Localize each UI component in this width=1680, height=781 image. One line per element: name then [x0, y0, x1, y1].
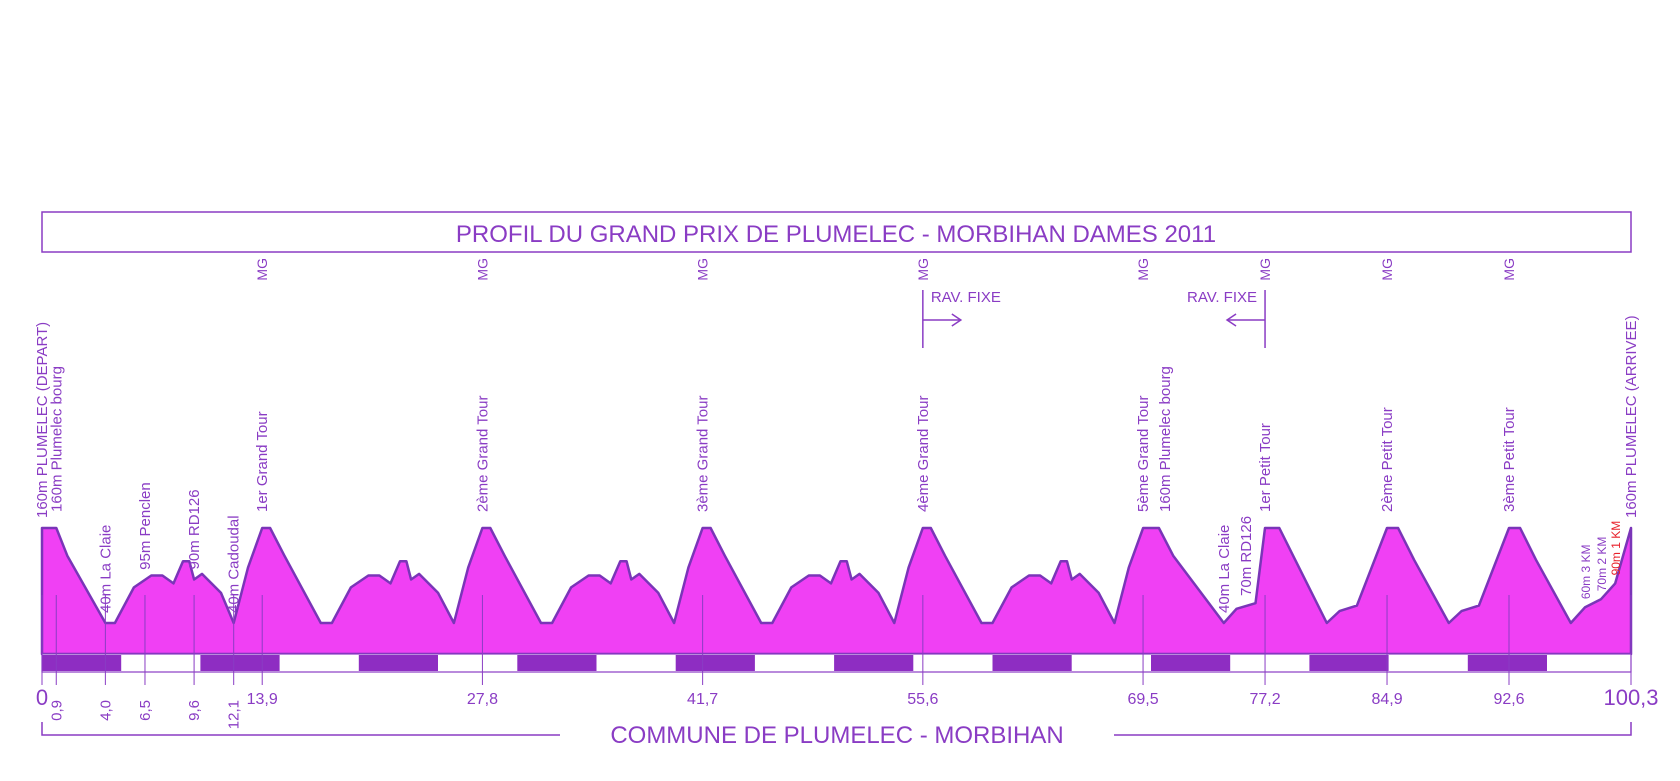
km-tick-label: 69,5: [1127, 691, 1158, 708]
km-tick-label: 27,8: [467, 691, 498, 708]
distance-bar-segment: [1309, 655, 1389, 671]
feed-zones: RAV. FIXE RAV. FIXE: [922, 289, 1266, 348]
footer-commune: COMMUNE DE PLUMELEC - MORBIHAN: [610, 722, 1063, 749]
mg-labels: MG MG MG MG MG MG MG MG: [254, 258, 1517, 281]
place-labels: 160m PLUMELEC (DEPART)160m Plumelec bour…: [34, 315, 1640, 613]
km-end-label: 100,3: [1603, 685, 1658, 710]
place-label: 40m La Claie: [1216, 525, 1233, 613]
place-label: 70m 2 KM: [1595, 537, 1609, 592]
km-start-label: 0: [36, 685, 48, 710]
distance-bar-segment: [992, 655, 1072, 671]
km-tick-label: 13,9: [247, 691, 278, 708]
arrow-head-icon: [1225, 313, 1237, 327]
km-tick-label: 84,9: [1371, 691, 1402, 708]
feed-zone-label: RAV. FIXE: [931, 289, 1001, 306]
place-label: 3ème Petit Tour: [1501, 407, 1518, 512]
place-label: 160m PLUMELEC (DEPART): [34, 322, 51, 518]
mg-label: MG: [254, 258, 270, 281]
km-tick-label: 77,2: [1249, 691, 1280, 708]
place-label: 160m Plumelec bourg: [48, 366, 65, 512]
place-label: 3ème Grand Tour: [695, 396, 712, 512]
km-tick-label: 4,0: [97, 700, 114, 721]
arrow-head-icon: [951, 313, 963, 327]
place-label: 160m PLUMELEC (ARRIVEE): [1623, 315, 1640, 518]
place-label: 60m 3 KM: [1579, 544, 1593, 599]
place-label: 40m La Claie: [97, 525, 114, 613]
place-label: 1er Grand Tour: [254, 411, 271, 512]
distance-bar-segment: [675, 655, 755, 671]
mg-label: MG: [474, 258, 490, 281]
place-label: 90m RD126: [186, 489, 203, 569]
place-label: 40m Cadoudal: [226, 515, 243, 613]
distance-bar-segment: [517, 655, 597, 671]
place-label: 1er Petit Tour: [1257, 423, 1274, 512]
km-tick-label: 41,7: [687, 691, 718, 708]
km-tick-label: 6,5: [137, 700, 154, 721]
km-tick-label: 12,1: [226, 700, 243, 729]
distance-bar-segment: [200, 655, 280, 671]
mg-label: MG: [1379, 258, 1395, 281]
km-tick-labels: 0,9 4,0 6,5 9,6 12,113,9 27,8 41,7 55,6 69,5 77,2…: [48, 691, 1524, 729]
km-tick-label: 9,6: [186, 700, 203, 721]
feed-zone-label: RAV. FIXE: [1187, 289, 1257, 306]
km-tick-label: 0,9: [48, 700, 65, 721]
elevation-profile-area: [40, 526, 1633, 656]
mg-label: MG: [915, 258, 931, 281]
distance-bar-segment: [834, 655, 914, 671]
mg-label: MG: [695, 258, 711, 281]
mg-label: MG: [1135, 258, 1151, 281]
distance-bar-segment: [1151, 655, 1231, 671]
place-label: 5ème Grand Tour: [1135, 396, 1152, 512]
footer-bracket-left: [41, 722, 560, 736]
place-label: 90m 1 KM: [1609, 521, 1623, 576]
distance-bar-segments: [42, 655, 1547, 671]
reference-lines: [41, 595, 1632, 685]
place-label: 2ème Grand Tour: [474, 396, 491, 512]
distance-bar-segment: [1467, 655, 1547, 671]
footer-bracket-right: [1114, 722, 1632, 736]
km-tick-label: 55,6: [907, 691, 938, 708]
mg-label: MG: [1257, 258, 1273, 281]
distance-bar-segment: [42, 655, 122, 671]
title-box: [41, 211, 1632, 253]
place-label: 2ème Petit Tour: [1379, 407, 1396, 512]
diagram-title: PROFIL DU GRAND PRIX DE PLUMELEC - MORBI…: [456, 221, 1216, 248]
km-tick-label: 92,6: [1493, 691, 1524, 708]
place-label: 160m Plumelec bourg: [1157, 366, 1174, 512]
place-label: 95m Penclen: [137, 482, 154, 570]
mg-label: MG: [1501, 258, 1517, 281]
distance-bar-segment: [358, 655, 438, 671]
place-label: 70m RD126: [1238, 516, 1255, 596]
place-label: 4ème Grand Tour: [915, 396, 932, 512]
